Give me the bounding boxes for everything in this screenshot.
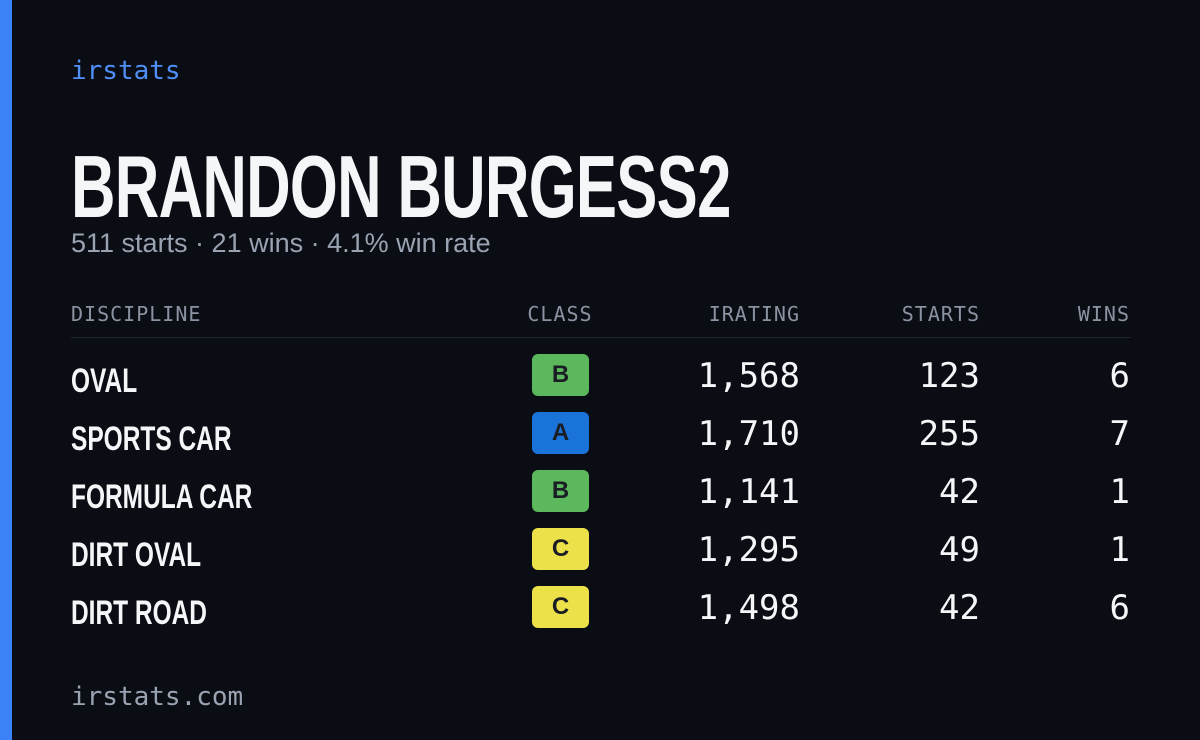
starts: 255 — [918, 414, 980, 454]
column-header: CLASS — [527, 302, 593, 326]
irating: 1,498 — [697, 588, 800, 628]
starts: 42 — [939, 588, 980, 628]
driver-name: BRANDON BURGESS2 — [71, 137, 731, 236]
footer-url: irstats.com — [71, 682, 244, 712]
class-badge: A — [532, 412, 589, 454]
class-badge: C — [532, 586, 589, 628]
wins: 6 — [1109, 356, 1130, 396]
accent-bar — [0, 0, 12, 740]
discipline: FORMULA CAR — [71, 478, 253, 516]
column-header: WINS — [1077, 302, 1130, 326]
starts: 123 — [918, 356, 980, 396]
class-badge: B — [532, 354, 589, 396]
wins: 6 — [1109, 588, 1130, 628]
discipline: DIRT OVAL — [71, 536, 202, 574]
starts: 42 — [939, 472, 980, 512]
class-badge: C — [532, 528, 589, 570]
irating: 1,295 — [697, 530, 800, 570]
column-header: IRATING — [708, 302, 800, 326]
column-header: STARTS — [901, 302, 980, 326]
brand: irstats — [71, 56, 181, 86]
discipline: DIRT ROAD — [71, 594, 208, 632]
summary: 511 starts · 21 wins · 4.1% win rate — [71, 228, 491, 258]
discipline: SPORTS CAR — [71, 420, 232, 458]
discipline: OVAL — [71, 362, 138, 400]
irating: 1,568 — [697, 356, 800, 396]
wins: 1 — [1109, 530, 1130, 570]
irating: 1,710 — [697, 414, 800, 454]
starts: 49 — [939, 530, 980, 570]
column-header: DISCIPLINE — [71, 302, 202, 326]
irating: 1,141 — [697, 472, 800, 512]
header-rule — [71, 337, 1131, 338]
wins: 1 — [1109, 472, 1130, 512]
wins: 7 — [1109, 414, 1130, 454]
class-badge: B — [532, 470, 589, 512]
